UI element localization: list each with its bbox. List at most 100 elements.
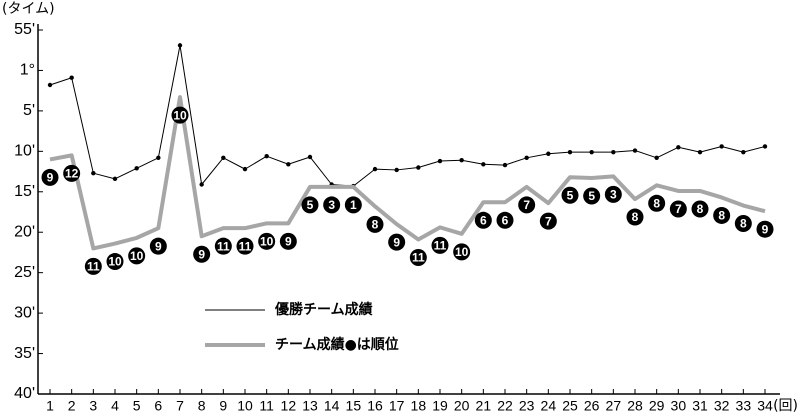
rank-badge (41, 168, 59, 186)
x-tick-label: 28 (627, 398, 643, 414)
y-tick-label: 30' (14, 304, 35, 321)
y-tick-label: 5' (23, 102, 35, 119)
point (221, 155, 226, 161)
y-tick-label: 20' (14, 223, 35, 240)
rank-badge (669, 200, 687, 218)
rank-label: 8 (653, 196, 660, 210)
x-tick-label: 34 (757, 398, 773, 414)
point (134, 166, 139, 171)
x-tick-label: 19 (432, 398, 448, 414)
rank-label: 9 (198, 247, 205, 261)
point (437, 158, 443, 164)
x-tick-label: 11 (259, 398, 274, 414)
rank-badge (236, 237, 254, 255)
point (719, 144, 724, 149)
rank-label: 5 (307, 198, 314, 212)
rank-badge (734, 215, 752, 233)
rank-label: 11 (434, 239, 447, 253)
x-tick-label: 6 (154, 398, 162, 414)
x-tick-label: 23 (519, 398, 535, 414)
x-tick-label: 18 (411, 398, 427, 414)
y-tick-label: 55' (14, 21, 35, 38)
rank-label: 10 (108, 255, 122, 269)
rank-label: 9 (47, 171, 54, 185)
x-tick-label: 1 (46, 398, 54, 414)
rank-label: 3 (610, 188, 617, 202)
x-tick-label: 32 (714, 398, 730, 414)
rank-label: 6 (480, 213, 487, 227)
rank-badge (106, 253, 124, 271)
rank-label: 9 (393, 235, 400, 249)
x-tick-label: 25 (562, 398, 578, 414)
point (69, 75, 74, 80)
rank-badge (323, 196, 341, 214)
rank-label: 8 (718, 209, 725, 223)
y-tick-label: 40' (14, 385, 35, 402)
rank-badge (474, 211, 492, 229)
x-tick-label: 3 (89, 398, 97, 414)
x-tick-label: 30 (671, 398, 687, 414)
x-tick-label: 12 (281, 398, 297, 414)
x-tick-label: 8 (198, 398, 206, 414)
rank-badge (63, 164, 81, 182)
point (177, 43, 183, 48)
point (589, 149, 594, 155)
rank-label: 12 (65, 167, 79, 181)
point (676, 145, 681, 150)
x-tick-label: 31 (692, 398, 708, 414)
rank-badge (388, 233, 406, 251)
x-tick-label: 27 (606, 398, 622, 414)
point (741, 149, 746, 155)
rank-badge (409, 249, 427, 267)
rank-badge (128, 247, 146, 265)
rank-label: 5 (588, 189, 595, 203)
y-tick-label: 25' (14, 264, 35, 281)
point (546, 151, 551, 156)
rank-badge (539, 212, 557, 230)
point (264, 153, 269, 159)
point (567, 149, 573, 155)
rank-label: 10 (173, 108, 187, 122)
rank-label: 5 (567, 188, 574, 202)
x-tick-label: 14 (324, 398, 340, 414)
point (91, 170, 96, 176)
point (307, 154, 313, 160)
rank-badge (279, 232, 297, 250)
rank-label: 11 (87, 260, 100, 274)
point (394, 167, 399, 173)
rank-badge (648, 194, 666, 212)
x-axis-label: (回) (773, 398, 798, 414)
point (416, 165, 421, 170)
point (286, 162, 291, 167)
rank-badge (604, 185, 622, 203)
rank-badge (84, 257, 102, 275)
rank-label: 10 (455, 245, 469, 259)
rank-badge (301, 196, 319, 214)
point (112, 176, 118, 182)
series-line (49, 95, 766, 251)
rank-badge (453, 243, 471, 261)
rank-badge (496, 211, 514, 229)
series-line (49, 44, 766, 187)
rank-label: 1 (350, 198, 357, 212)
x-tick-label: 26 (584, 398, 600, 414)
rank-label: 10 (130, 249, 144, 263)
point (481, 162, 486, 167)
point (199, 182, 204, 187)
x-tick-label: 5 (133, 398, 141, 414)
rank-label: 8 (740, 217, 747, 231)
rank-badge (214, 237, 232, 255)
rank-badge (583, 187, 601, 205)
point (632, 148, 638, 153)
rank-badge (366, 215, 384, 233)
point (156, 155, 161, 161)
x-tick-label: 17 (389, 398, 405, 414)
x-tick-label: 2 (68, 398, 76, 414)
point (524, 155, 529, 161)
rank-badge (149, 237, 167, 255)
rank-badge (756, 220, 774, 238)
rank-label: 6 (502, 213, 509, 227)
rank-label: 7 (523, 198, 530, 212)
point (47, 82, 53, 88)
